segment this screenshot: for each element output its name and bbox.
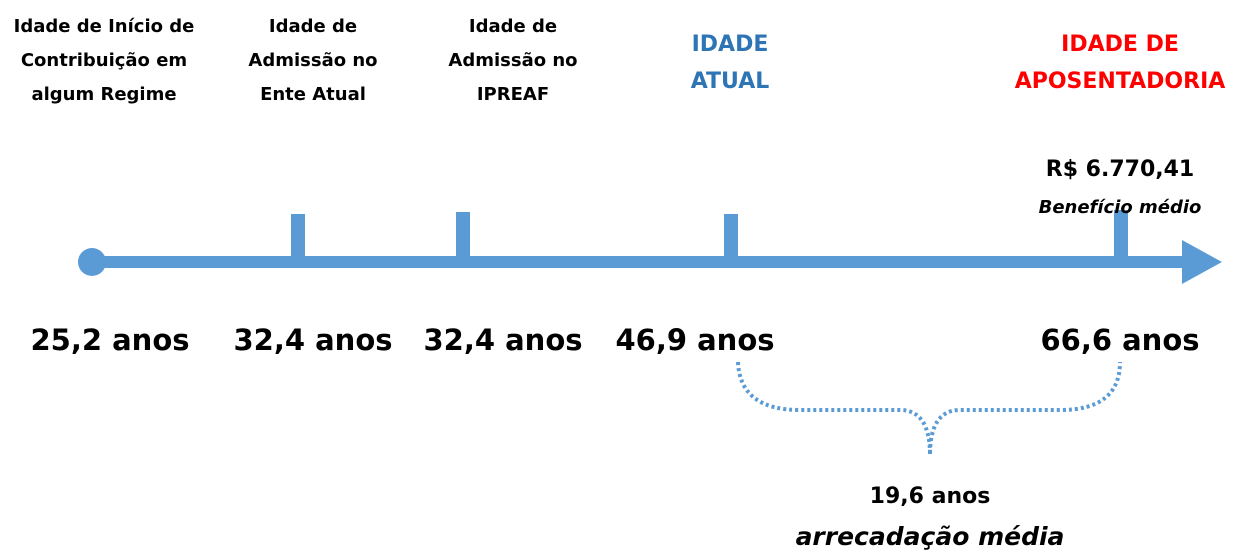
- benefit-amount: R$ 6.770,41: [1046, 157, 1194, 182]
- stage-label: Idade de: [269, 16, 357, 37]
- stage-value: 66,6 anos: [1040, 323, 1199, 357]
- tick: [724, 214, 738, 260]
- tick: [291, 214, 305, 260]
- arrow-head: [1182, 240, 1222, 284]
- stage-label: IDADE DE: [1061, 32, 1179, 57]
- stage-value: 32,4 anos: [233, 323, 392, 357]
- stage-label: IDADE: [692, 32, 769, 57]
- period-value: 19,6 anos: [870, 484, 991, 509]
- timeline: [78, 210, 1222, 284]
- stage-label: Idade de Início de: [14, 16, 195, 37]
- brace: [736, 361, 1122, 456]
- stage-label: Ente Atual: [260, 84, 366, 105]
- benefit-caption: Benefício médio: [1039, 197, 1202, 218]
- tick: [456, 212, 470, 260]
- stage-value: 25,2 anos: [30, 323, 189, 357]
- axis-line: [92, 256, 1187, 268]
- stage-label: Admissão no: [248, 50, 377, 71]
- period-caption: arrecadação média: [796, 522, 1065, 551]
- stage-value: 46,9 anos: [615, 323, 774, 357]
- stage-label: algum Regime: [31, 84, 176, 105]
- stage-label: Idade de: [469, 16, 557, 37]
- stage-label: APOSENTADORIA: [1015, 69, 1226, 94]
- tick: [1114, 210, 1128, 260]
- stage-label: ATUAL: [691, 69, 770, 94]
- stage-value: 32,4 anos: [423, 323, 582, 357]
- start-dot: [78, 248, 106, 276]
- stage-label: Contribuição em: [21, 50, 187, 71]
- stage-label: IPREAF: [477, 84, 549, 105]
- stage-label: Admissão no: [448, 50, 577, 71]
